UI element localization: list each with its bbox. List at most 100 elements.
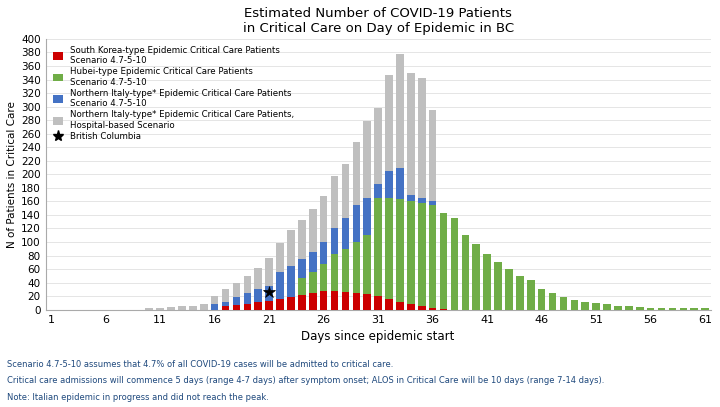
- Bar: [243, 293, 251, 310]
- Bar: [233, 282, 240, 310]
- Bar: [582, 302, 589, 310]
- Bar: [407, 201, 415, 310]
- Bar: [516, 276, 523, 310]
- Bar: [178, 306, 186, 310]
- Bar: [636, 307, 644, 310]
- Bar: [254, 268, 262, 310]
- Bar: [385, 198, 393, 310]
- Bar: [440, 309, 447, 310]
- Bar: [483, 254, 491, 310]
- Bar: [614, 306, 622, 310]
- Bar: [330, 176, 338, 310]
- Bar: [320, 291, 328, 310]
- Bar: [429, 309, 436, 310]
- Bar: [396, 55, 404, 310]
- Bar: [538, 289, 546, 310]
- Bar: [320, 264, 328, 310]
- Bar: [243, 304, 251, 310]
- Bar: [353, 293, 360, 310]
- Bar: [309, 272, 317, 310]
- Bar: [254, 289, 262, 310]
- Bar: [647, 308, 654, 310]
- Bar: [342, 249, 349, 310]
- Bar: [505, 269, 513, 310]
- Bar: [266, 258, 273, 310]
- Bar: [374, 198, 382, 310]
- Bar: [658, 308, 665, 310]
- Bar: [407, 73, 415, 310]
- Bar: [330, 228, 338, 310]
- Bar: [429, 201, 436, 310]
- Bar: [287, 297, 294, 310]
- Bar: [233, 298, 240, 310]
- Bar: [559, 297, 567, 310]
- Bar: [451, 218, 459, 310]
- Bar: [276, 243, 284, 310]
- Bar: [701, 309, 709, 310]
- Bar: [276, 299, 284, 310]
- Bar: [353, 142, 360, 310]
- Bar: [287, 266, 294, 310]
- Bar: [418, 78, 426, 310]
- Y-axis label: N of Patients in Critical Care: N of Patients in Critical Care: [7, 101, 17, 248]
- Text: Note: Italian epidemic in progress and did not reach the peak.: Note: Italian epidemic in progress and d…: [7, 393, 269, 402]
- Bar: [364, 198, 371, 310]
- Bar: [211, 296, 218, 310]
- Bar: [418, 203, 426, 310]
- Bar: [385, 171, 393, 310]
- Bar: [625, 306, 633, 310]
- Bar: [429, 205, 436, 310]
- Bar: [429, 110, 436, 310]
- Bar: [342, 218, 349, 310]
- Bar: [167, 307, 175, 310]
- Bar: [222, 302, 230, 310]
- Bar: [353, 205, 360, 310]
- Bar: [254, 302, 262, 310]
- Bar: [298, 278, 306, 310]
- Legend: South Korea-type Epidemic Critical Care Patients
Scenario 4.7-5-10, Hubei-type E: South Korea-type Epidemic Critical Care …: [50, 43, 297, 144]
- Bar: [266, 301, 273, 310]
- Title: Estimated Number of COVID-19 Patients
in Critical Care on Day of Epidemic in BC: Estimated Number of COVID-19 Patients in…: [243, 7, 514, 35]
- Bar: [680, 309, 687, 310]
- Bar: [342, 164, 349, 310]
- Bar: [309, 252, 317, 310]
- Bar: [364, 294, 371, 310]
- Bar: [298, 295, 306, 310]
- Bar: [353, 242, 360, 310]
- Text: Critical care admissions will commence 5 days (range 4-7 days) after symptom ons: Critical care admissions will commence 5…: [7, 376, 605, 385]
- Bar: [385, 75, 393, 310]
- Bar: [156, 309, 164, 310]
- Bar: [374, 184, 382, 310]
- Bar: [309, 210, 317, 310]
- Bar: [374, 108, 382, 310]
- Bar: [549, 293, 557, 310]
- Bar: [342, 292, 349, 310]
- Bar: [200, 304, 207, 310]
- Bar: [418, 198, 426, 310]
- Bar: [298, 259, 306, 310]
- Bar: [320, 196, 328, 310]
- Bar: [243, 276, 251, 310]
- Bar: [364, 235, 371, 310]
- Bar: [233, 305, 240, 310]
- Bar: [527, 280, 534, 310]
- Bar: [374, 296, 382, 310]
- Bar: [364, 121, 371, 310]
- Bar: [266, 286, 273, 310]
- Bar: [472, 244, 480, 310]
- Bar: [211, 304, 218, 310]
- X-axis label: Days since epidemic start: Days since epidemic start: [302, 330, 455, 343]
- Bar: [407, 304, 415, 310]
- Bar: [494, 262, 502, 310]
- Bar: [440, 213, 447, 310]
- Bar: [222, 289, 230, 310]
- Bar: [385, 299, 393, 310]
- Bar: [320, 242, 328, 310]
- Bar: [418, 306, 426, 310]
- Bar: [396, 199, 404, 310]
- Bar: [407, 195, 415, 310]
- Bar: [287, 230, 294, 310]
- Bar: [396, 168, 404, 310]
- Bar: [570, 300, 578, 310]
- Text: Scenario 4.7-5-10 assumes that 4.7% of all COVID-19 cases will be admitted to cr: Scenario 4.7-5-10 assumes that 4.7% of a…: [7, 360, 394, 369]
